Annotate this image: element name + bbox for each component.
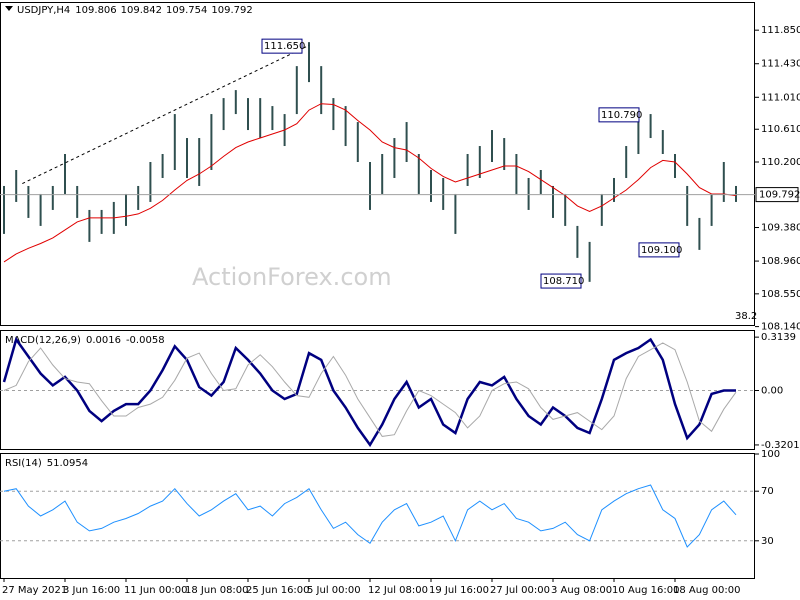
x-tick-label: 27 May 2021 (2, 585, 67, 596)
trendline (22, 44, 310, 185)
macd-name: MACD(12,26,9) (5, 335, 81, 346)
y-tick-label: 70 (761, 486, 774, 497)
y-tick-label: 111.850 (761, 25, 800, 36)
high: 109.842 (121, 5, 162, 16)
y-tick-label: -0.3201 (761, 440, 800, 451)
x-tick-label: 3 Aug 08:00 (551, 585, 612, 596)
annotation-label: 110.790 (601, 110, 642, 121)
annotation-label: 111.650 (264, 41, 305, 52)
series-line (3, 342, 737, 437)
current-price-label: 109.792 (759, 190, 800, 201)
rsi-value: 51.0954 (47, 458, 88, 469)
close: 109.792 (211, 5, 252, 16)
watermark: ActionForex.com (192, 263, 392, 291)
x-tick-label: 18 Aug 00:00 (673, 585, 740, 596)
x-tick-label: 11 Jun 00:00 (124, 585, 188, 596)
fib-label: 38.2 (735, 311, 757, 322)
macd-title: MACD(12,26,9) 0.0016 -0.0058 (5, 335, 165, 346)
annotation-box (261, 38, 303, 54)
x-tick-label: 25 Jun 16:00 (246, 585, 310, 596)
x-tick-label: 3 Jun 16:00 (63, 585, 120, 596)
rsi-title: RSI(14) 51.0954 (5, 458, 88, 469)
y-tick-label: 108.140 (761, 322, 800, 333)
annotation-box (638, 242, 680, 258)
annotation-label: 109.100 (641, 245, 682, 256)
macd-panel (0, 330, 755, 450)
macd-main: 0.0016 (86, 335, 121, 346)
series-line (2, 336, 736, 448)
price-title: USDJPY,H4 109.806 109.842 109.754 109.792 (17, 5, 253, 16)
y-tick-label: 0.3139 (761, 332, 796, 343)
x-tick-label: 10 Aug 16:00 (612, 585, 679, 596)
x-tick-label: 27 Jul 00:00 (490, 585, 550, 596)
open: 109.806 (75, 5, 116, 16)
x-tick-label: 5 Jul 00:00 (307, 585, 361, 596)
series-line (3, 484, 737, 548)
macd-signal: -0.0058 (126, 335, 165, 346)
moving-average (3, 103, 737, 263)
price-panel (0, 2, 755, 326)
symbol-icon (5, 6, 13, 11)
x-tick-label: 19 Jul 16:00 (429, 585, 489, 596)
rsi-panel (0, 453, 755, 579)
current-price-box (755, 187, 799, 203)
rsi-name: RSI(14) (5, 458, 42, 469)
annotation-box (598, 107, 640, 123)
y-tick-label: 110.200 (761, 157, 800, 168)
y-tick-label: 0.00 (761, 386, 783, 397)
low: 109.754 (166, 5, 207, 16)
y-tick-label: 100 (761, 449, 780, 460)
symbol: USDJPY,H4 (17, 5, 70, 16)
x-tick-label: 12 Jul 08:00 (368, 585, 428, 596)
y-tick-label: 108.960 (761, 256, 800, 267)
y-tick-label: 110.610 (761, 124, 800, 135)
annotation-label: 108.710 (543, 276, 584, 287)
y-tick-label: 111.430 (761, 59, 800, 70)
y-tick-label: 108.550 (761, 289, 800, 300)
x-tick-label: 18 Jun 08:00 (185, 585, 249, 596)
y-tick-label: 30 (761, 536, 774, 547)
annotation-box (540, 273, 582, 289)
y-tick-label: 109.380 (761, 223, 800, 234)
y-tick-label: 111.010 (761, 92, 800, 103)
